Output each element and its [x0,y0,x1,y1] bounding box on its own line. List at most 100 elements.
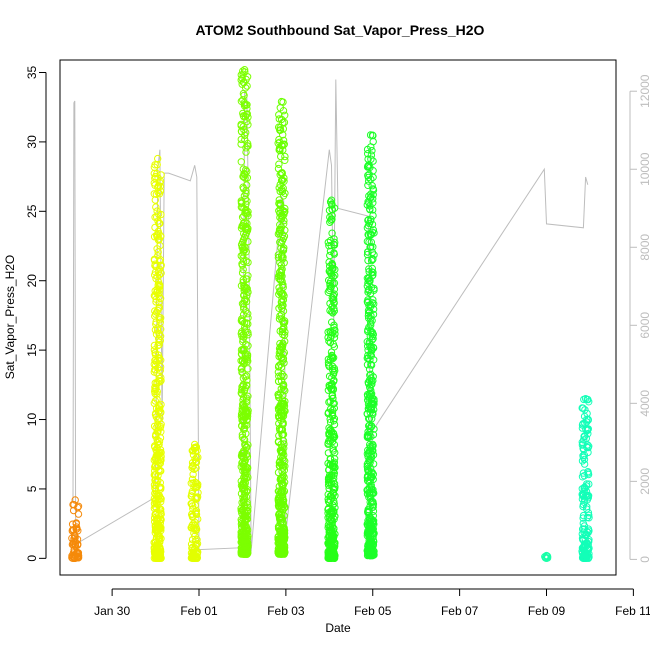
data-point [239,382,247,390]
data-point [364,216,373,224]
data-point [580,460,589,468]
data-point [157,455,165,464]
data-point [154,341,162,350]
data-point [585,511,593,519]
data-point [151,489,159,498]
data-point [74,540,82,548]
data-point [580,472,588,480]
data-point [193,540,202,548]
data-point [327,196,336,204]
data-point [330,304,338,313]
data-point [365,365,374,373]
data-point [276,488,285,496]
data-point [367,395,376,404]
data-point [237,481,246,490]
data-point [324,440,332,448]
data-point [192,508,200,516]
data-point [243,376,251,384]
data-point [276,146,284,155]
data-point [366,424,374,432]
data-point [276,288,284,296]
data-point [237,282,246,290]
data-point [363,237,372,246]
data-point [365,429,374,437]
data-point [274,468,283,477]
data-point [190,483,198,491]
data-point [240,305,248,313]
data-point [579,452,587,460]
data-point [324,514,332,522]
data-point [275,184,283,192]
data-point [364,173,373,182]
data-point [156,483,164,492]
data-point [73,553,81,561]
data-point [156,479,165,487]
data-point [238,269,247,277]
data-point [330,250,338,258]
data-point [237,477,246,485]
data-point [279,296,288,304]
data-point [363,274,372,282]
data-point [188,510,196,518]
data-point [366,163,374,172]
data-point [150,256,159,264]
data-point [191,440,199,449]
data-point [239,303,248,311]
data-point [279,493,287,501]
data-point [325,242,333,250]
data-point [370,229,378,237]
data-point [367,346,376,355]
data-point [239,265,247,274]
data-point [583,496,592,504]
data-point [275,111,283,119]
data-point [328,200,336,208]
data-point [241,412,250,420]
data-point [275,413,284,422]
data-point [152,510,160,518]
data-point [364,309,373,317]
data-point [278,297,286,306]
y2-tick-label: 12000 [638,74,650,108]
data-point [330,292,338,300]
data-point [367,361,376,369]
y-tick-label: 20 [25,274,39,288]
data-point [325,552,333,560]
data-point [325,517,333,525]
data-point [276,497,284,505]
data-point [369,373,377,381]
data-point [154,248,162,256]
data-point [243,396,251,404]
data-point [578,473,587,481]
data-point [370,538,378,546]
data-point [579,440,587,448]
data-point [150,346,159,354]
data-point [365,508,373,516]
data-point [329,412,337,420]
data-point [154,268,163,276]
data-point [238,244,247,252]
data-point [243,498,251,507]
data-point [151,349,159,357]
data-point [192,540,201,549]
data-point [274,363,283,371]
data-point [366,131,375,139]
data-point [156,516,164,524]
data-point [151,432,160,440]
data-point [584,491,592,499]
data-point [153,213,161,221]
data-point [241,68,249,76]
data-point [364,181,372,190]
data-point [240,459,249,467]
data-point [326,251,334,260]
data-point [326,282,334,290]
data-point [329,429,338,437]
data-point [151,389,159,398]
data-point [278,265,286,273]
data-point [242,205,250,214]
data-point [369,503,377,511]
data-point [279,136,288,145]
data-point [277,514,285,522]
data-point [326,236,335,245]
data-point [369,525,377,533]
data-point [239,96,247,104]
